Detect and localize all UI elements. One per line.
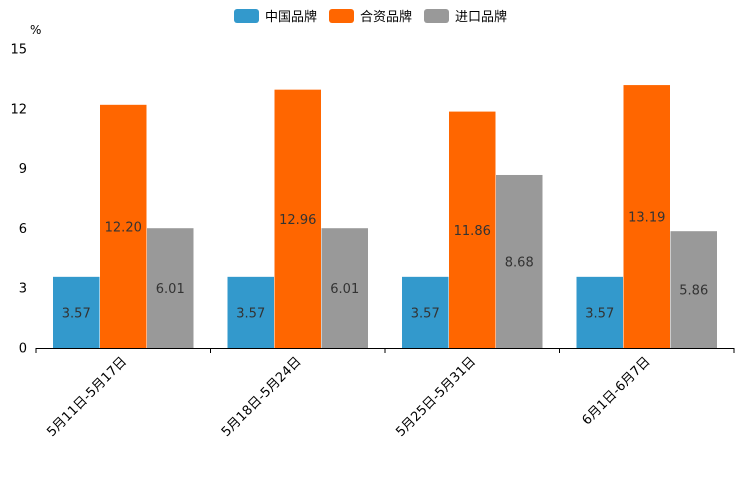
legend-swatch-2 <box>329 9 354 23</box>
x-tick-label-4: 6月1日-6月7日 <box>579 354 653 428</box>
bar-value-label-s3-c3: 8.68 <box>505 255 534 270</box>
y-unit-label: % <box>30 23 41 37</box>
bar-value-label-s3-c4: 5.86 <box>679 284 708 299</box>
legend-label-2: 合资品牌 <box>360 9 412 25</box>
bars: 3.57 12.20 6.01 3.57 12.96 6.01 3.57 11.86 8.68 3… <box>53 85 717 349</box>
bar-s2-c4 <box>623 85 670 348</box>
bar-s3-c1 <box>147 228 194 348</box>
legend-swatch-3 <box>424 9 449 23</box>
y-tick-label-1: 3 <box>19 282 27 297</box>
legend: 中国品牌 合资品牌 进口品牌 <box>234 9 507 25</box>
y-tick-label-2: 6 <box>19 222 27 237</box>
bar-s1-c4 <box>576 276 623 348</box>
y-tick-label-4: 12 <box>10 102 27 117</box>
x-tick-label-3: 5月25日-5月31日 <box>393 354 479 440</box>
y-tick-label-0: 0 <box>19 342 27 357</box>
legend-swatch-1 <box>234 9 259 23</box>
bar-value-label-s2-c4: 13.19 <box>628 211 665 226</box>
x-tick-label-1: 5月11日-5月17日 <box>44 354 130 440</box>
y-tick-label-3: 9 <box>19 162 27 177</box>
bar-value-label-s1-c2: 3.57 <box>236 306 265 321</box>
x-tick-label-2: 5月18日-5月24日 <box>219 354 305 440</box>
legend-label-3: 进口品牌 <box>455 9 507 25</box>
bar-s1-c3 <box>402 276 449 348</box>
bar-s1-c2 <box>227 276 274 348</box>
bar-value-label-s2-c1: 12.20 <box>105 220 142 235</box>
bar-s2-c1 <box>100 104 147 349</box>
y-tick-label-5: 15 <box>10 43 27 58</box>
x-axis: 5月11日-5月17日 5月18日-5月24日 5月25日-5月31日 6月1日-6月… <box>35 348 735 440</box>
bar-s3-c2 <box>321 228 368 348</box>
bar-value-label-s2-c3: 11.86 <box>454 224 491 239</box>
bar-value-label-s3-c1: 6.01 <box>156 282 185 297</box>
y-axis: 0 3 6 9 12 15 <box>10 43 27 357</box>
bar-s3-c4 <box>670 231 717 348</box>
bar-s2-c3 <box>449 111 496 348</box>
bar-s3-c3 <box>496 174 543 348</box>
bar-value-label-s1-c4: 3.57 <box>585 306 614 321</box>
bar-value-label-s1-c3: 3.57 <box>411 306 440 321</box>
bar-value-label-s3-c2: 6.01 <box>330 282 359 297</box>
bar-value-label-s1-c1: 3.57 <box>62 306 91 321</box>
bar-s2-c2 <box>274 89 321 348</box>
bar-s1-c1 <box>53 276 100 348</box>
legend-label-1: 中国品牌 <box>265 9 317 25</box>
bar-value-label-s2-c2: 12.96 <box>279 213 316 228</box>
